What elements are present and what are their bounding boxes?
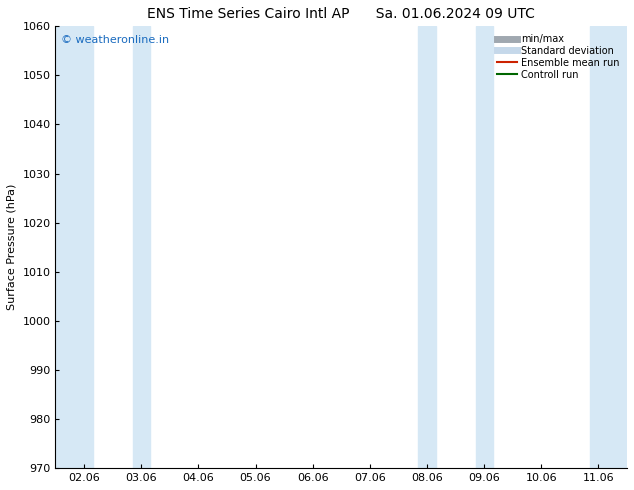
Text: © weatheronline.in: © weatheronline.in [61, 35, 169, 45]
Bar [590, 26, 627, 468]
Bar [133, 26, 150, 468]
Bar [418, 26, 436, 468]
Legend: min/max, Standard deviation, Ensemble mean run, Controll run: min/max, Standard deviation, Ensemble me… [495, 31, 622, 83]
Bar [476, 26, 493, 468]
Title: ENS Time Series Cairo Intl AP      Sa. 01.06.2024 09 UTC: ENS Time Series Cairo Intl AP Sa. 01.06.… [147, 7, 535, 21]
Bar [56, 26, 93, 468]
Y-axis label: Surface Pressure (hPa): Surface Pressure (hPa) [7, 184, 17, 311]
